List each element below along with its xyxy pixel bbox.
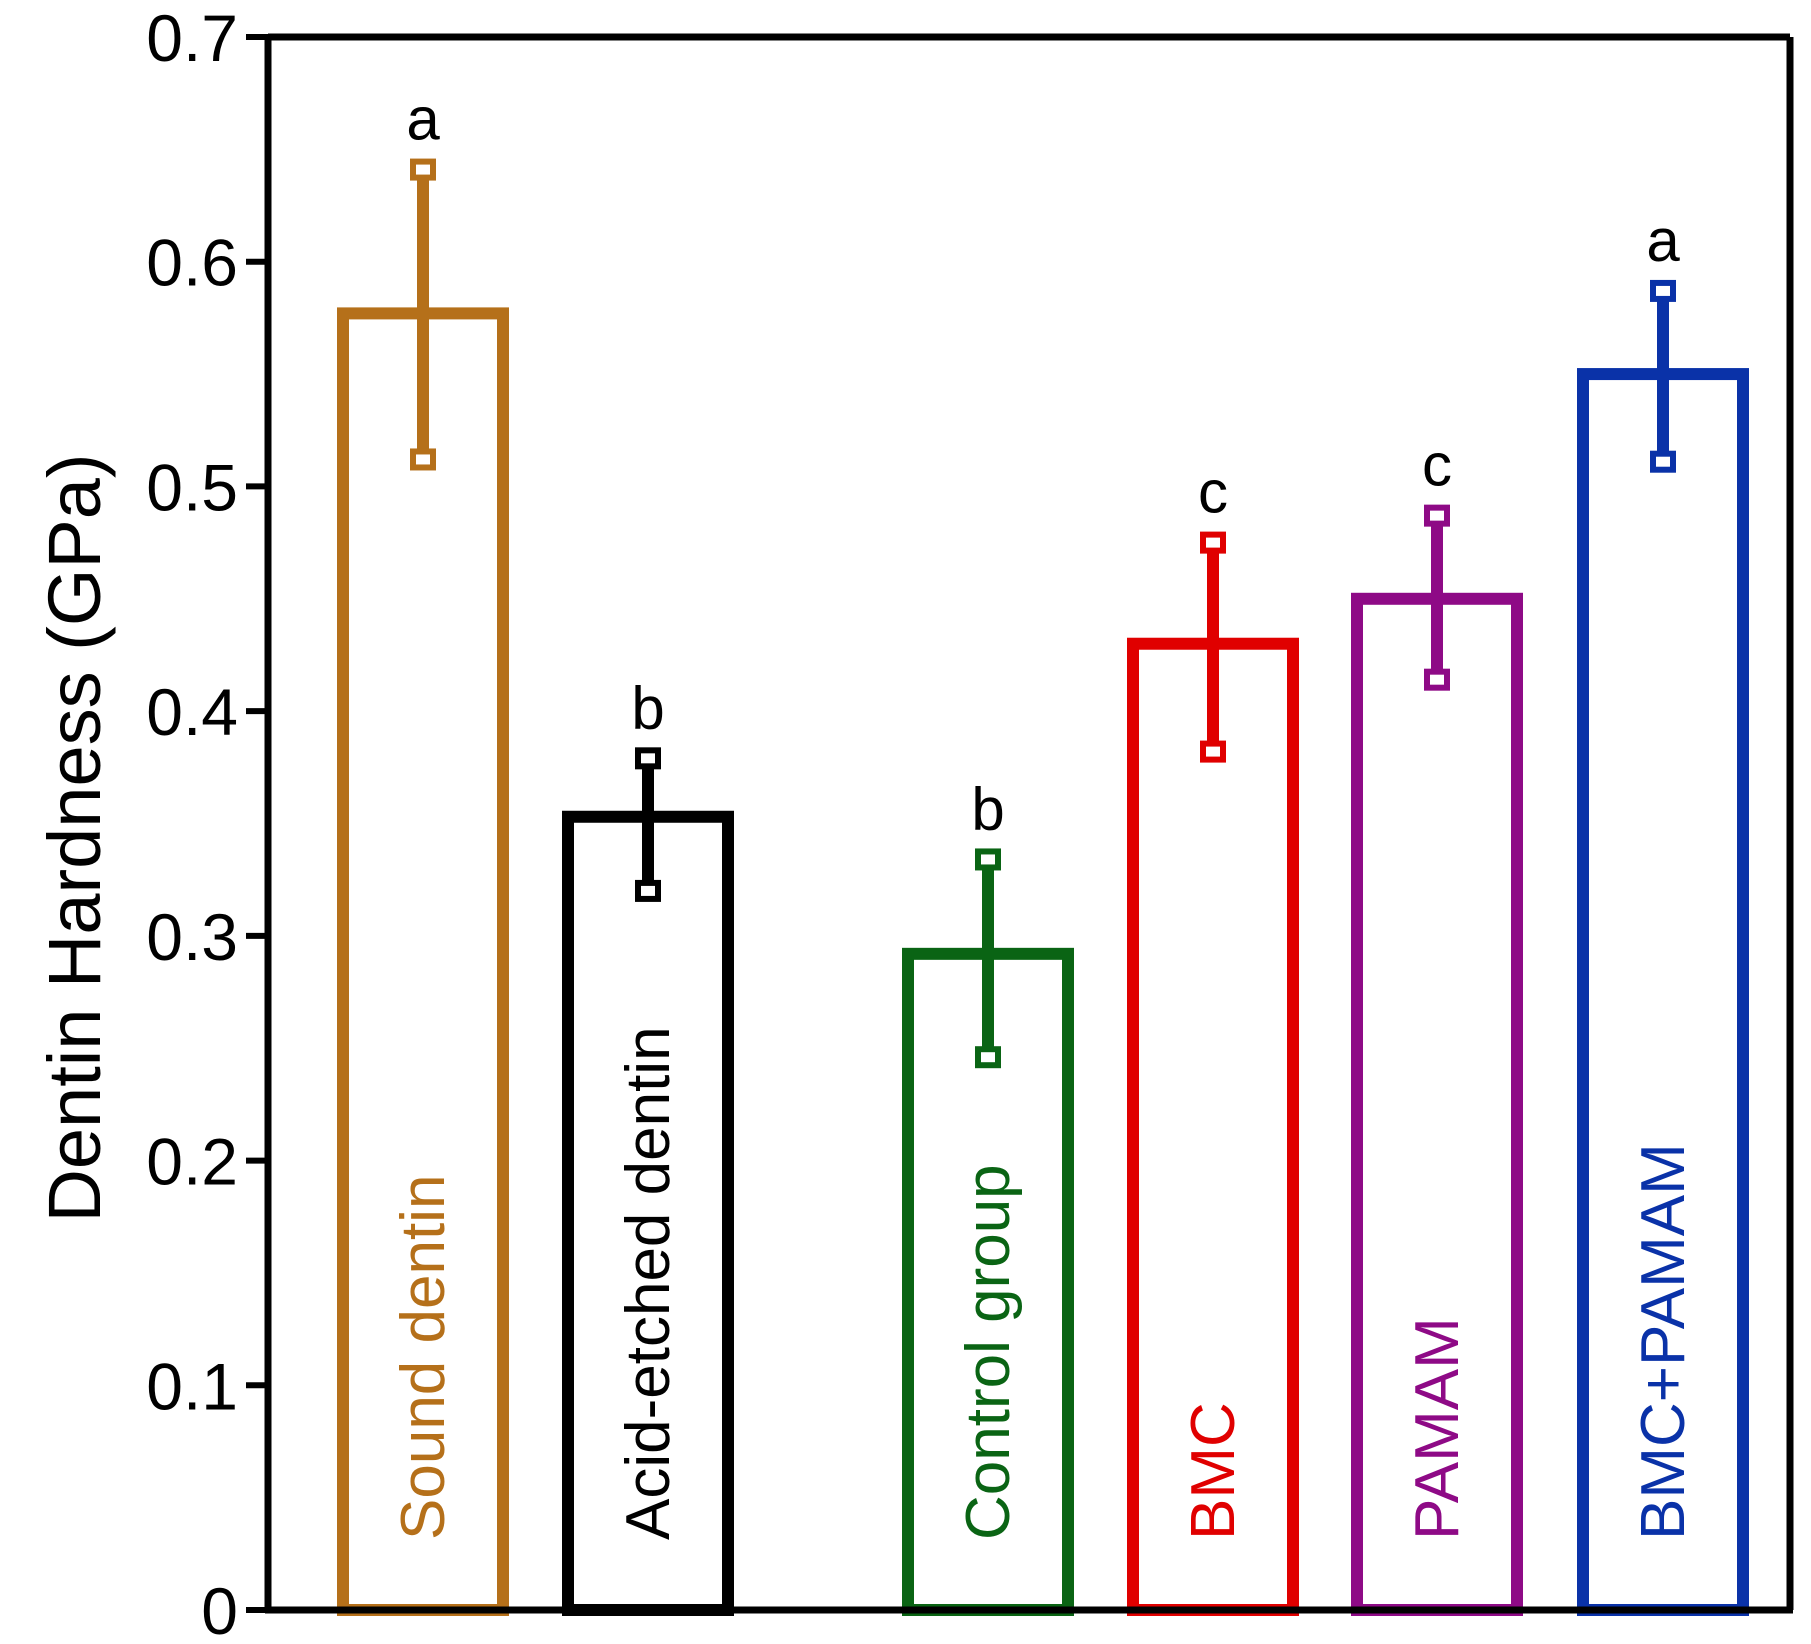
bar-label-bmc: BMC [1179, 1402, 1248, 1540]
y-tick-label: 0.1 [146, 1349, 238, 1423]
bar-label-pamam: PAMAM [1403, 1317, 1472, 1540]
significance-letter-control-group: b [971, 775, 1004, 842]
error-cap-high-control-group [975, 848, 1001, 871]
error-cap-low-bmc-pamam [1650, 450, 1676, 473]
bar-label-acid-etched-dentin: Acid-etched dentin [614, 1026, 683, 1540]
error-cap-low-bmc [1200, 740, 1226, 763]
y-tick-label: 0.7 [146, 1, 238, 75]
y-tick-label: 0 [201, 1574, 238, 1644]
axes-group: 0 0.1 0.2 0.3 0.4 0.5 0.6 0.7 [146, 1, 1794, 1644]
bar-label-control-group: Control group [954, 1164, 1023, 1540]
significance-letter-acid-etched-dentin: b [631, 674, 664, 741]
significance-letters-group: a b b c c a [406, 86, 1680, 843]
error-cap-high-sound-dentin [410, 158, 436, 181]
bar-label-bmc-pamam: BMC+PAMAM [1629, 1143, 1698, 1540]
bar-label-sound-dentin: Sound dentin [389, 1175, 458, 1540]
error-cap-low-sound-dentin [410, 448, 436, 471]
significance-letter-bmc-pamam: a [1646, 207, 1680, 274]
y-tick-label: 0.6 [146, 226, 238, 300]
bar-labels-group: Sound dentin Acid-etched dentin Control gr… [389, 1026, 1698, 1540]
error-cap-high-pamam [1424, 504, 1450, 527]
error-cap-high-bmc-pamam [1650, 279, 1676, 302]
y-tick-label: 0.2 [146, 1125, 238, 1199]
y-axis-title: Dentin Hardness (GPa) [33, 453, 116, 1222]
y-tick-label: 0.5 [146, 450, 238, 524]
significance-letter-sound-dentin: a [406, 86, 440, 153]
bars-group [337, 307, 1749, 1617]
error-cap-low-pamam [1424, 668, 1450, 691]
significance-letter-bmc: c [1198, 459, 1228, 526]
error-cap-high-acid-etched-dentin [635, 747, 661, 770]
significance-letter-pamam: c [1422, 432, 1452, 499]
error-cap-high-bmc [1200, 531, 1226, 554]
error-cap-low-control-group [975, 1046, 1001, 1069]
y-tick-label: 0.3 [146, 900, 238, 974]
y-tick-label: 0.4 [146, 675, 238, 749]
error-bars-group [410, 158, 1676, 1069]
error-cap-low-acid-etched-dentin [635, 879, 661, 902]
